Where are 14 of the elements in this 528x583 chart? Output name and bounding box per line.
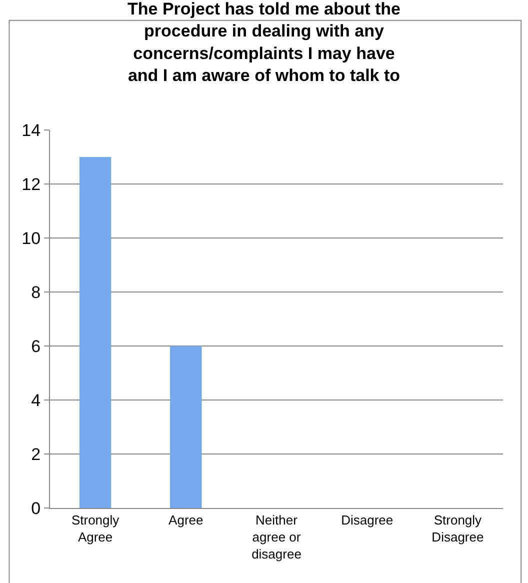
y-tick-label: 6	[31, 336, 41, 356]
y-tick-label: 10	[22, 228, 41, 248]
y-tick-label: 14	[22, 120, 41, 140]
x-tick-label: Strongly Agree	[71, 512, 120, 544]
x-tick-label: Disagree	[341, 512, 394, 528]
y-tick-label: 12	[22, 174, 41, 194]
x-tick-label: Strongly Disagree	[432, 512, 484, 544]
x-tick-label: Neither agree or disagree	[252, 512, 302, 562]
y-tick-label: 0	[31, 498, 41, 518]
y-tick-label: 2	[31, 444, 41, 464]
chart-title: The Project has told me about the procedure in dealing with any concerns/complaints I may have and I am aware of whom to talk to	[128, 0, 400, 85]
y-tick-label: 4	[31, 390, 41, 410]
x-tick-label: Agree	[168, 512, 204, 528]
y-tick-label: 8	[31, 282, 41, 302]
